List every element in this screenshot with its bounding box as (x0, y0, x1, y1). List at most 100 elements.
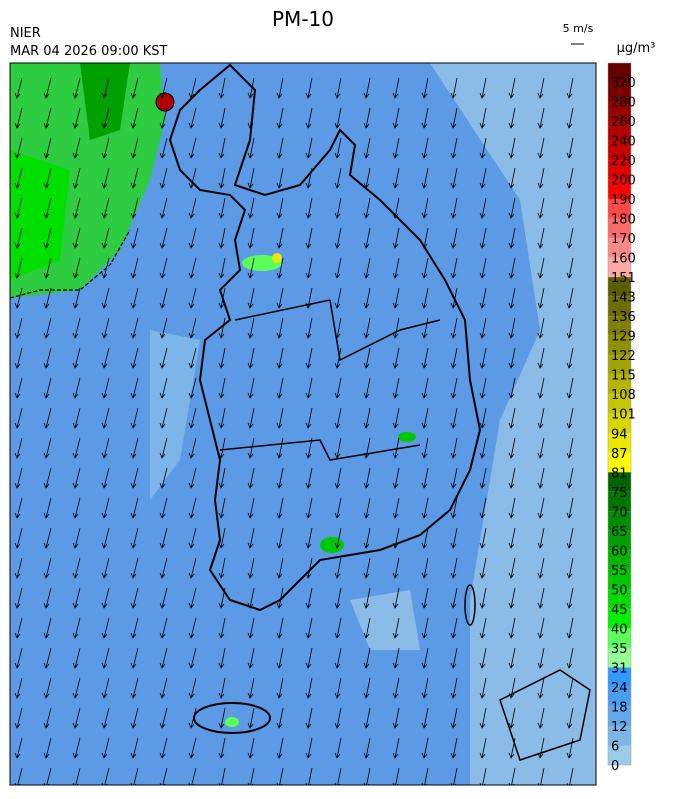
colorbar-label: 0 (611, 759, 619, 774)
wind-arrow (365, 677, 371, 699)
wind-arrow-head (363, 392, 370, 399)
wind-arrow-head (218, 662, 225, 669)
wind-arrow-head (537, 482, 544, 489)
wind-arrow-head (450, 302, 457, 309)
coastline (499, 669, 591, 761)
wind-arrow (568, 107, 574, 129)
wind-arrow (249, 167, 255, 189)
wind-arrow (452, 347, 458, 369)
wind-arrow (336, 407, 342, 429)
wind-arrow-head (392, 692, 399, 699)
wind-arrow-head (130, 212, 137, 219)
wind-arrow (45, 257, 52, 279)
wind-arrow-head (305, 242, 312, 249)
wind-arrow-head (101, 662, 108, 669)
wind-arrow (45, 437, 52, 459)
colorbar-swatch (608, 647, 631, 668)
wind-arrow (103, 317, 110, 339)
wind-arrow-head (566, 722, 573, 729)
colorbar-swatch (608, 725, 631, 746)
wind-arrow-head (421, 92, 428, 99)
wind-arrow-head (334, 332, 341, 339)
wind-arrow (568, 377, 574, 399)
wind-arrow (220, 77, 226, 99)
wind-arrow (539, 587, 545, 609)
colorbar-label: 151 (611, 271, 636, 286)
wind-arrow-head (247, 242, 254, 249)
wind-arrow-head (334, 752, 341, 759)
wind-arrow (336, 377, 342, 399)
wind-arrow (510, 227, 516, 249)
wind-arrow-head (479, 572, 486, 579)
wind-arrow (394, 257, 400, 279)
wind-arrow-head (43, 542, 50, 549)
wind-arrow (249, 137, 255, 159)
wind-arrow-head (479, 122, 486, 129)
wind-arrow (220, 257, 226, 279)
wind-arrow-head (72, 632, 79, 639)
wind-arrow (45, 407, 52, 429)
colorbar-frame (607, 62, 632, 766)
wind-arrow-head (566, 602, 573, 609)
wind-arrow (74, 587, 81, 609)
wind-arrow (452, 707, 458, 729)
colorbar-swatch (608, 511, 631, 531)
wind-arrow-head (130, 182, 137, 189)
wind-arrow-head (508, 182, 515, 189)
wind-arrow (539, 617, 545, 639)
wind-arrow-head (130, 542, 137, 549)
wind-arrow (510, 617, 516, 639)
wind-arrow (568, 647, 574, 669)
wind-arrow (568, 677, 574, 699)
wind-arrow (74, 557, 81, 579)
wind-arrow (481, 137, 487, 159)
wind-arrow (539, 467, 545, 489)
wind-arrow (161, 737, 168, 759)
wind-arrow (423, 737, 429, 759)
wind-arrow-head (247, 602, 254, 609)
wind-arrow (190, 707, 197, 729)
wind-arrow-head (305, 122, 312, 129)
wind-arrow-head (247, 572, 254, 579)
wind-arrow-head (188, 482, 195, 489)
colorbar-swatch (608, 238, 631, 258)
colorbar-label: 70 (611, 505, 628, 520)
wind-arrow-head (247, 92, 254, 99)
wind-arrow-head (159, 302, 166, 309)
wind-arrow-head (247, 692, 254, 699)
colorbar-swatch (608, 628, 631, 648)
wind-arrow-head (508, 332, 515, 339)
wind-arrow-head (537, 722, 544, 729)
wind-arrow (220, 287, 226, 309)
wind-arrow (510, 287, 516, 309)
colorbar-label: 45 (611, 603, 628, 618)
wind-arrow-head (72, 482, 79, 489)
wind-arrow-head (188, 272, 195, 279)
wind-arrow-head (305, 692, 312, 699)
wind-arrow (103, 227, 110, 249)
wind-arrow (249, 107, 255, 129)
wind-arrow-head (537, 362, 544, 369)
wind-arrow (365, 77, 371, 99)
wind-arrow (190, 647, 197, 669)
wind-arrow-head (218, 722, 225, 729)
wind-arrow-head (479, 92, 486, 99)
colorbar-swatch (608, 569, 631, 590)
wind-arrow-head (508, 632, 515, 639)
wind-arrow (365, 737, 371, 759)
jeju (193, 702, 271, 734)
wind-arrow (452, 437, 458, 459)
wind-arrow-head (334, 632, 341, 639)
wind-arrow-head (537, 692, 544, 699)
wind-arrow (481, 257, 487, 279)
wind-arrow-head (479, 212, 486, 219)
wind-arrow-head (14, 122, 21, 129)
wind-arrow-head (276, 662, 283, 669)
wind-arrow (161, 347, 168, 369)
wind-arrow (278, 437, 284, 459)
wind-arrow (394, 77, 400, 99)
wind-arrow-head (276, 572, 283, 579)
wind-arrow-head (537, 662, 544, 669)
wind-arrow (190, 197, 197, 219)
wind-arrow-head (72, 272, 79, 279)
